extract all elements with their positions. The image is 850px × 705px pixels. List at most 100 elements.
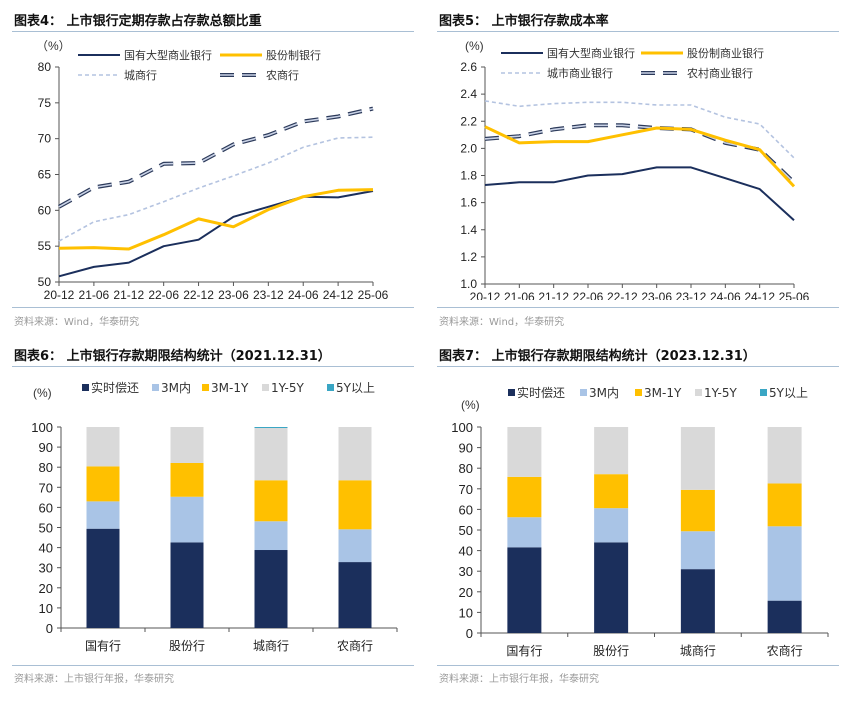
- x-tick-label: 21-06: [79, 288, 110, 300]
- bar-segment-1-2: [254, 521, 288, 551]
- x-tick-label: 23-12: [253, 288, 284, 300]
- legend-swatch-0: [82, 384, 89, 391]
- x-category-label: 农商行: [337, 638, 373, 653]
- y-tick-label: 70: [459, 482, 473, 497]
- chart4-source: 资料来源：Wind，华泰研究: [14, 317, 140, 328]
- x-category-label: 股份行: [169, 639, 205, 653]
- y-tick-label: 1.4: [460, 223, 477, 237]
- panel-chart6: 图表6： 上市银行存款期限结构统计（2021.12.31） (%) 0 10 20 30…: [0, 335, 420, 705]
- chart6-source: 资料来源：上市银行年报，华泰研究: [14, 674, 174, 685]
- y-tick-label: 80: [39, 460, 53, 475]
- bar-segment-1-0: [86, 501, 120, 529]
- y-tick-label: 20: [39, 581, 53, 596]
- legend-label-2: 城商行: [124, 68, 157, 82]
- y-tick-label: 1.8: [460, 169, 477, 183]
- chart6-source-rule: [12, 665, 414, 666]
- legend-swatch-2: [202, 384, 209, 391]
- legend-label-1: 3M内: [161, 381, 191, 395]
- panel-chart4: 图表4： 上市银行定期存款占存款总额比重 （%） 50 55 60 65 70 75 80 20…: [0, 0, 420, 330]
- x-tick-label: 24-12: [323, 288, 354, 300]
- legend-label-1: 股份制银行: [266, 48, 321, 62]
- legend-label-3: 农商行: [266, 68, 299, 82]
- y-tick-label: 50: [459, 523, 473, 538]
- series-line-1: [484, 125, 796, 188]
- series-line-1: [58, 188, 374, 251]
- bar-segment-0-1: [594, 542, 629, 633]
- legend-label-0: 国有大型商业银行: [124, 48, 212, 62]
- legend-swatch-4: [760, 389, 767, 396]
- y-unit-label: (%): [33, 386, 52, 400]
- bar-segment-3-3: [767, 427, 802, 484]
- y-tick-label: 0: [46, 621, 53, 636]
- y-tick-label: 90: [39, 440, 53, 455]
- bar-segment-0-2: [254, 550, 288, 628]
- y-tick-label: 65: [38, 168, 52, 182]
- y-tick-label: 75: [38, 96, 52, 110]
- x-tick-label: 25-06: [358, 288, 389, 300]
- bar-segment-2-3: [767, 483, 802, 527]
- y-tick-label: 30: [459, 564, 473, 579]
- x-category-label: 农商行: [767, 643, 803, 658]
- legend-label-3: 1Y-5Y: [271, 381, 305, 395]
- legend-swatch-1: [152, 384, 159, 391]
- y-tick-label: 60: [38, 203, 52, 217]
- y-tick-label: 80: [459, 461, 473, 476]
- bar-segment-2-1: [594, 474, 629, 509]
- bar-segment-3-1: [594, 427, 629, 475]
- y-unit-label: (%): [461, 398, 480, 412]
- series-line-3-inner: [58, 107, 374, 208]
- legend-label-3: 1Y-5Y: [704, 386, 738, 400]
- x-category-label: 城商行: [253, 638, 289, 653]
- y-tick-label: 2.2: [460, 114, 477, 128]
- y-tick-label: 50: [39, 521, 53, 536]
- x-tick-label: 20-12: [44, 288, 75, 300]
- chart5-svg: (%) 1.0 1.2 1.4 1.6 1.8 2.0 2.2 2.4 2.6 20-12 21-06…: [460, 39, 809, 300]
- bar-segment-0-2: [680, 569, 715, 633]
- chart7-title: 图表7： 上市银行存款期限结构统计（2023.12.31）: [439, 349, 756, 364]
- bar-segment-0-3: [767, 600, 802, 633]
- bar-segment-2-3: [338, 480, 372, 530]
- y-tick-label: 2.4: [460, 87, 477, 101]
- series-line-0: [484, 166, 795, 222]
- y-tick-label: 60: [39, 500, 53, 515]
- chart6-svg: (%) 0 10 20 30 40 50 60 70 80 90 100 国有行 股份行 城商行 农商行 实时偿…: [31, 380, 398, 653]
- bar-segment-0-1: [170, 542, 204, 628]
- bar-segment-1-1: [594, 508, 629, 543]
- y-tick-label: 90: [459, 441, 473, 456]
- chart5-source: 资料来源：Wind，华泰研究: [439, 317, 565, 328]
- y-tick-label: 0: [466, 626, 473, 641]
- y-tick-label: 1.6: [460, 196, 477, 210]
- bar-segment-3-2: [254, 428, 288, 481]
- legend-swatch-0: [508, 389, 515, 396]
- x-tick-label: 22-06: [148, 288, 179, 300]
- x-category-label: 国有行: [506, 644, 542, 658]
- panel-chart5: 图表5： 上市银行存款成本率 (%) 1.0 1.2 1.4 1.6 1.8 2.0 2.2 2…: [425, 0, 845, 330]
- legend-swatch-3: [695, 389, 702, 396]
- chart6-title: 图表6： 上市银行存款期限结构统计（2021.12.31）: [14, 349, 331, 364]
- y-tick-label: 1.0: [460, 277, 477, 291]
- legend-label-0: 实时偿还: [91, 380, 139, 395]
- series-line-0: [58, 190, 374, 278]
- legend-label-1: 股份制商业银行: [687, 46, 764, 60]
- y-tick-label: 50: [38, 275, 52, 289]
- bar-segment-0-3: [338, 562, 372, 628]
- x-tick-label: 23-06: [218, 288, 249, 300]
- legend-swatch-4: [327, 384, 334, 391]
- chart4-source-rule: [12, 307, 414, 308]
- legend-swatch-2: [635, 389, 642, 396]
- chart7-source: 资料来源：上市银行年报，华泰研究: [439, 674, 599, 685]
- x-category-label: 城商行: [680, 643, 716, 658]
- bar-segment-2-0: [86, 466, 120, 502]
- x-tick-label: 21-12: [113, 288, 144, 300]
- x-tick-label: 21-12: [538, 290, 569, 300]
- y-tick-label: 55: [38, 239, 52, 253]
- y-unit-label: （%）: [36, 39, 71, 53]
- bar-segment-3-0: [86, 427, 120, 467]
- x-tick-label: 22-12: [183, 288, 214, 300]
- chart7-svg: (%) 0 10 20 30 40 50 60 70 80 90 100 国有行 股份行 城商行 农商行 实时偿…: [451, 385, 829, 658]
- chart6-title-rule: [12, 366, 414, 367]
- bar-segment-2-2: [254, 480, 288, 522]
- legend-swatch-1: [580, 389, 587, 396]
- y-tick-label: 20: [459, 585, 473, 600]
- bar-segment-3-0: [507, 427, 542, 477]
